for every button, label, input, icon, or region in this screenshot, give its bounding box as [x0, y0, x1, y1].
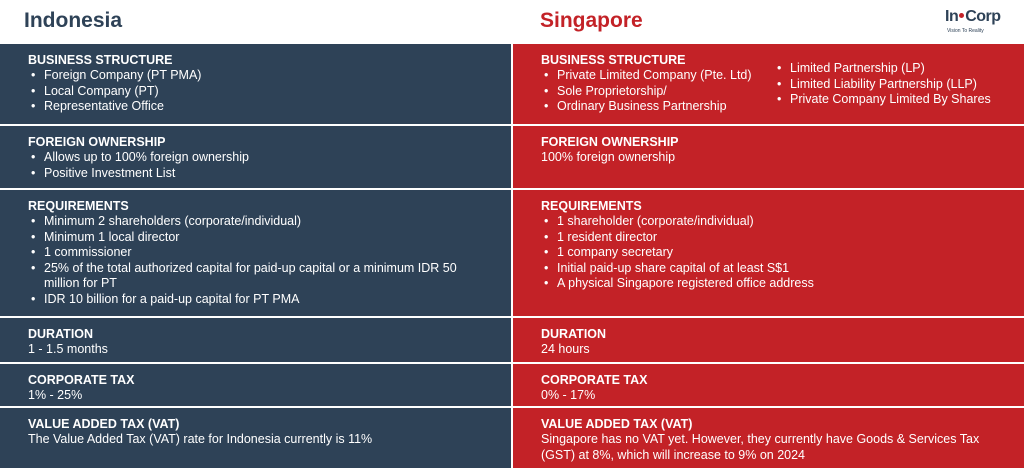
indonesia-corporate-tax: CORPORATE TAX 1% - 25%: [0, 362, 511, 406]
list-item: Minimum 1 local director: [28, 230, 483, 246]
section-heading: DURATION: [541, 327, 607, 341]
list-item: Minimum 2 shareholders (corporate/indivi…: [28, 214, 483, 230]
singapore-duration: DURATION 24 hours: [513, 316, 1024, 362]
duration-value: 24 hours: [541, 342, 590, 356]
singapore-column: BUSINESS STRUCTURE Private Limited Compa…: [513, 44, 1024, 468]
section-heading: FOREIGN OWNERSHIP: [541, 135, 679, 149]
singapore-foreign-ownership: FOREIGN OWNERSHIP 100% foreign ownership: [513, 124, 1024, 188]
bullet-list: Allows up to 100% foreign ownership Posi…: [28, 150, 511, 181]
section-heading: BUSINESS STRUCTURE: [541, 53, 686, 67]
corporate-tax-value: 0% - 17%: [541, 388, 596, 402]
list-item: 1 resident director: [541, 230, 1024, 246]
incorp-logo: In Corp Vision To Reality: [943, 8, 1013, 38]
section-heading: CORPORATE TAX: [541, 373, 648, 387]
logo-tagline: Vision To Reality: [947, 28, 984, 34]
section-heading: DURATION: [28, 327, 94, 341]
corporate-tax-value: 1% - 25%: [28, 388, 83, 402]
logo-wordmark: In Corp: [945, 8, 1001, 25]
bullet-list: Minimum 2 shareholders (corporate/indivi…: [28, 214, 483, 307]
list-item: 25% of the total authorized capital for …: [28, 261, 483, 292]
section-heading: CORPORATE TAX: [28, 373, 135, 387]
list-item: Ordinary Business Partnership: [541, 99, 1024, 115]
section-heading: BUSINESS STRUCTURE: [28, 53, 173, 67]
vat-value: The Value Added Tax (VAT) rate for Indon…: [28, 432, 373, 446]
list-item: Private Limited Company (Pte. Ltd): [541, 68, 1024, 84]
indonesia-column: BUSINESS STRUCTURE Foreign Company (PT P…: [0, 44, 511, 468]
indonesia-title: Indonesia: [24, 9, 123, 32]
list-item: Private Company Limited By Shares: [774, 92, 991, 108]
logo-dot-icon: [959, 13, 965, 19]
singapore-title: Singapore: [540, 9, 643, 32]
list-item: Foreign Company (PT PMA): [28, 68, 511, 84]
section-heading: FOREIGN OWNERSHIP: [28, 135, 166, 149]
foreign-ownership-value: 100% foreign ownership: [541, 150, 676, 164]
list-item: A physical Singapore registered office a…: [541, 276, 1024, 292]
indonesia-foreign-ownership: FOREIGN OWNERSHIP Allows up to 100% fore…: [0, 124, 511, 188]
list-item: Representative Office: [28, 99, 511, 115]
list-item: IDR 10 billion for a paid-up capital for…: [28, 292, 483, 308]
section-heading: REQUIREMENTS: [28, 199, 129, 213]
list-item: Limited Liability Partnership (LLP): [774, 77, 991, 93]
singapore-requirements: REQUIREMENTS 1 shareholder (corporate/in…: [513, 188, 1024, 316]
bullet-list: Limited Partnership (LP) Limited Liabili…: [774, 61, 991, 108]
list-item: Positive Investment List: [28, 166, 511, 182]
indonesia-requirements: REQUIREMENTS Minimum 2 shareholders (cor…: [0, 188, 511, 316]
singapore-business-structure: BUSINESS STRUCTURE Private Limited Compa…: [513, 44, 1024, 124]
indonesia-business-structure: BUSINESS STRUCTURE Foreign Company (PT P…: [0, 44, 511, 124]
list-item: Sole Proprietorship/: [541, 84, 1024, 100]
list-item: 1 shareholder (corporate/individual): [541, 214, 1024, 230]
bullet-list: 1 shareholder (corporate/individual) 1 r…: [541, 214, 1024, 292]
list-item: Local Company (PT): [28, 84, 511, 100]
list-item: 1 commissioner: [28, 245, 483, 261]
section-heading: VALUE ADDED TAX (VAT): [28, 417, 180, 431]
singapore-corporate-tax: CORPORATE TAX 0% - 17%: [513, 362, 1024, 406]
business-structure-lists: Private Limited Company (Pte. Ltd) Sole …: [541, 61, 1024, 115]
list-item: Allows up to 100% foreign ownership: [28, 150, 511, 166]
list-item: Limited Partnership (LP): [774, 61, 991, 77]
list-item: 1 company secretary: [541, 245, 1024, 261]
indonesia-vat: VALUE ADDED TAX (VAT) The Value Added Ta…: [0, 406, 511, 468]
duration-value: 1 - 1.5 months: [28, 342, 108, 356]
header: Indonesia Singapore In Corp Vision To Rea…: [0, 0, 1024, 44]
vat-value: Singapore has no VAT yet. However, they …: [541, 432, 980, 462]
bullet-list: Foreign Company (PT PMA) Local Company (…: [28, 68, 511, 115]
section-heading: VALUE ADDED TAX (VAT): [541, 417, 693, 431]
indonesia-duration: DURATION 1 - 1.5 months: [0, 316, 511, 362]
singapore-vat: VALUE ADDED TAX (VAT) Singapore has no V…: [513, 406, 1024, 468]
list-item: Initial paid-up share capital of at leas…: [541, 261, 1024, 277]
column-divider: [511, 44, 513, 468]
section-heading: REQUIREMENTS: [541, 199, 642, 213]
bullet-list: Private Limited Company (Pte. Ltd) Sole …: [541, 68, 1024, 115]
